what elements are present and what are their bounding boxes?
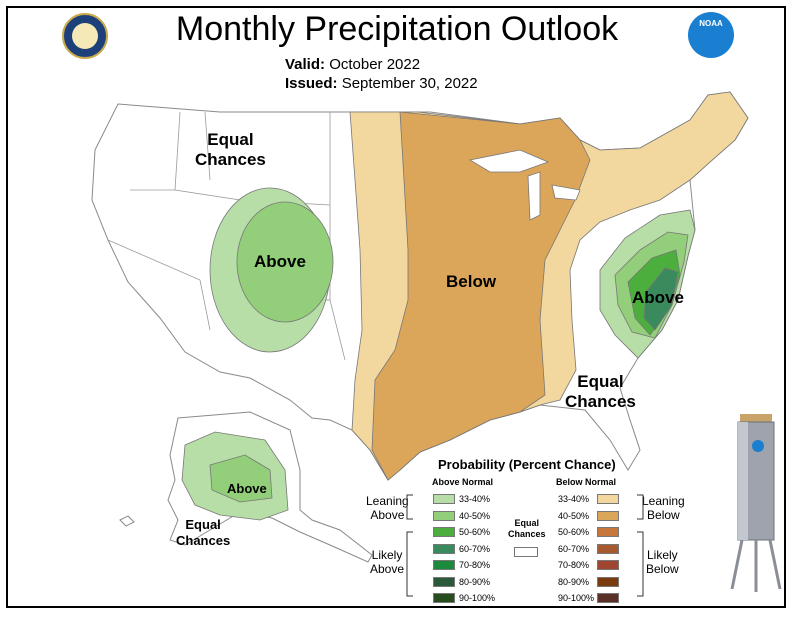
above-swatch-label: 33-40% (459, 494, 491, 504)
noaa-logo: NOAA (688, 12, 734, 58)
below-swatch-label: 60-70% (558, 543, 590, 554)
issued-label: Issued: (285, 75, 338, 92)
valid-value: October 2022 (329, 56, 421, 73)
below-swatch-label: 33-40% (558, 494, 590, 504)
ec-alaska-label: Equal Chances (176, 517, 231, 548)
doc-seal-logo (62, 13, 108, 59)
above-east-label: Above (632, 288, 684, 307)
issued-line: Issued: September 30, 2022 (285, 75, 478, 92)
legend-title: Probability (Percent Chance) (438, 457, 616, 472)
below-swatch-label: 80-90% (558, 576, 590, 587)
ec-se-label: Equal Chances (565, 372, 636, 411)
equal-chances-label: Equal Chances (508, 518, 546, 539)
below-swatch-label: 70-80% (558, 560, 590, 570)
likely-below-label: Likely Below (646, 548, 679, 576)
above-swatch-label: 90-100% (459, 593, 496, 603)
below-swatch-7 (597, 593, 619, 603)
below-swatch-label: 50-60% (558, 527, 590, 537)
above-swatch-label: 70-80% (459, 560, 491, 570)
above-swatch-2 (433, 510, 455, 521)
above-alaska-label: Above (227, 481, 267, 496)
above-west-label: Above (254, 252, 306, 271)
valid-line: Valid: October 2022 (285, 56, 420, 73)
above-swatch-label: 50-60% (459, 527, 491, 537)
below-central-label: Below (446, 272, 497, 291)
above-swatch-7 (433, 593, 455, 603)
above-swatch-label: 80-90% (459, 576, 491, 587)
below-swatch-6 (597, 576, 619, 587)
leaning-above-label: Leaning Above (366, 494, 409, 522)
above-swatch-label: 40-50% (459, 510, 491, 521)
map-title: Monthly Precipitation Outlook (175, 10, 619, 48)
below-swatch-4 (597, 543, 619, 554)
equal-chances-swatch (514, 547, 538, 557)
alaska-above-moderate (209, 454, 273, 503)
below-swatch-5 (597, 560, 619, 570)
above-west-moderate (236, 201, 334, 323)
below-swatch-label: 40-50% (558, 510, 590, 521)
above-swatch-4 (433, 543, 455, 554)
above-swatch-3 (433, 527, 455, 537)
below-swatch-label: 90-100% (558, 593, 595, 603)
rain-gauge-image (730, 414, 782, 592)
above-swatch-label: 60-70% (459, 543, 491, 554)
above-east-core (643, 267, 679, 331)
below-normal-header: Below Normal (556, 477, 617, 487)
likely-above-label: Likely Above (370, 548, 405, 576)
valid-label: Valid: (285, 56, 326, 73)
above-swatch-5 (433, 560, 455, 570)
great-lakes (468, 149, 581, 221)
leaning-below-label: Leaning Below (642, 494, 685, 522)
ec-west-label: Equal Chances (195, 130, 266, 169)
below-swatch-3 (597, 527, 619, 537)
below-swatch-2 (597, 510, 619, 521)
above-swatch-1 (433, 494, 455, 504)
above-swatch-6 (433, 576, 455, 587)
issued-value: September 30, 2022 (341, 75, 478, 92)
below-swatch-1 (597, 494, 619, 504)
above-normal-header: Above Normal (432, 477, 494, 487)
